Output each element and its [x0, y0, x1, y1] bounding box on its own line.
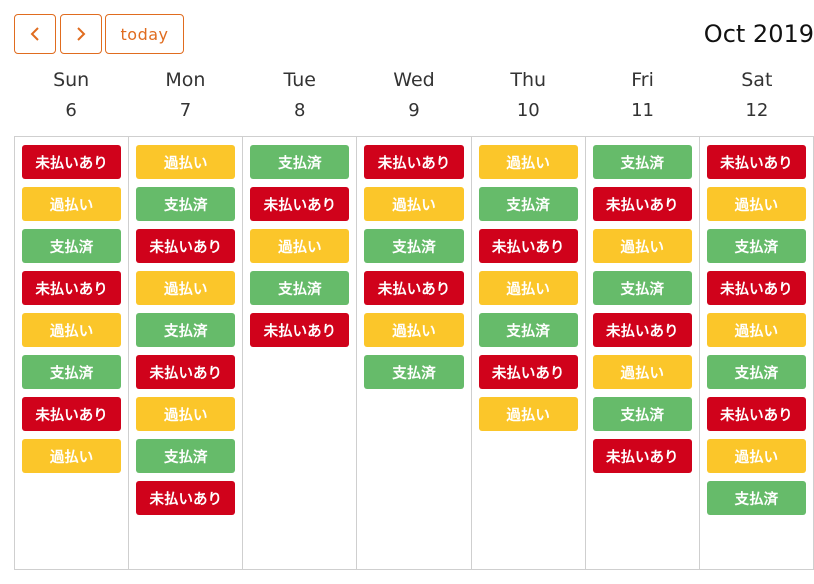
event-paid[interactable]: 支払済	[706, 229, 806, 263]
event-overdue[interactable]: 過払い	[250, 229, 350, 263]
day-name: Thu	[510, 69, 547, 91]
event-paid[interactable]: 支払済	[136, 439, 236, 473]
event-unpaid[interactable]: 未払いあり	[364, 271, 464, 305]
event-unpaid[interactable]: 未払いあり	[706, 397, 806, 431]
chevron-left-icon	[30, 27, 39, 41]
day-column-wed[interactable]: 未払いあり 過払い 支払済 未払いあり 過払い 支払済	[357, 137, 472, 569]
event-overdue[interactable]: 過払い	[22, 313, 122, 347]
event-overdue[interactable]: 過払い	[22, 187, 122, 221]
event-paid[interactable]: 支払済	[364, 229, 464, 263]
event-unpaid[interactable]: 未払いあり	[592, 439, 692, 473]
day-name: Sun	[53, 69, 90, 91]
day-header-mon: Mon 7	[128, 66, 242, 130]
chevron-right-icon	[77, 27, 86, 41]
event-paid[interactable]: 支払済	[478, 313, 578, 347]
prev-week-button[interactable]	[14, 14, 56, 54]
event-unpaid[interactable]: 未払いあり	[364, 145, 464, 179]
day-name: Mon	[165, 69, 206, 91]
day-number[interactable]: 9	[408, 100, 420, 121]
calendar-title: Oct 2019	[703, 20, 814, 48]
event-overdue[interactable]: 過払い	[706, 439, 806, 473]
today-button[interactable]: today	[105, 14, 184, 54]
week-grid: 未払いあり 過払い 支払済 未払いあり 過払い 支払済 未払いあり 過払い 過払い 支払済 未払いあ…	[14, 136, 814, 570]
event-unpaid[interactable]: 未払いあり	[706, 145, 806, 179]
day-header-sat: Sat 12	[700, 66, 814, 130]
event-overdue[interactable]: 過払い	[706, 313, 806, 347]
event-paid[interactable]: 支払済	[136, 187, 236, 221]
event-unpaid[interactable]: 未払いあり	[136, 229, 236, 263]
day-column-tue[interactable]: 支払済 未払いあり 過払い 支払済 未払いあり	[243, 137, 358, 569]
event-paid[interactable]: 支払済	[592, 271, 692, 305]
event-paid[interactable]: 支払済	[250, 271, 350, 305]
day-number[interactable]: 7	[179, 100, 192, 121]
event-unpaid[interactable]: 未払いあり	[22, 397, 122, 431]
event-paid[interactable]: 支払済	[364, 355, 464, 389]
day-header-wed: Wed 9	[357, 66, 471, 130]
event-overdue[interactable]: 過払い	[136, 145, 236, 179]
day-number[interactable]: 8	[293, 100, 306, 121]
event-overdue[interactable]: 過払い	[478, 271, 578, 305]
event-unpaid[interactable]: 未払いあり	[478, 229, 578, 263]
day-header-sun: Sun 6	[14, 66, 128, 130]
event-overdue[interactable]: 過払い	[592, 355, 692, 389]
event-overdue[interactable]: 過払い	[136, 397, 236, 431]
day-name: Tue	[283, 69, 316, 91]
day-column-fri[interactable]: 支払済 未払いあり 過払い 支払済 未払いあり 過払い 支払済 未払いあり	[586, 137, 700, 569]
event-paid[interactable]: 支払済	[136, 313, 236, 347]
event-overdue[interactable]: 過払い	[136, 271, 236, 305]
day-column-mon[interactable]: 過払い 支払済 未払いあり 過払い 支払済 未払いあり 過払い 支払済 未払いあり	[129, 137, 244, 569]
event-overdue[interactable]: 過払い	[478, 145, 578, 179]
event-paid[interactable]: 支払済	[706, 481, 806, 515]
day-number[interactable]: 11	[631, 100, 654, 121]
event-unpaid[interactable]: 未払いあり	[592, 187, 692, 221]
event-unpaid[interactable]: 未払いあり	[478, 355, 578, 389]
event-overdue[interactable]: 過払い	[706, 187, 806, 221]
event-unpaid[interactable]: 未払いあり	[250, 313, 350, 347]
day-name: Sat	[741, 69, 773, 91]
day-name: Wed	[393, 69, 435, 91]
event-overdue[interactable]: 過払い	[592, 229, 692, 263]
event-overdue[interactable]: 過払い	[22, 439, 122, 473]
day-column-sun[interactable]: 未払いあり 過払い 支払済 未払いあり 過払い 支払済 未払いあり 過払い	[15, 137, 130, 569]
event-paid[interactable]: 支払済	[22, 355, 122, 389]
calendar-toolbar: today Oct 2019	[14, 14, 814, 56]
event-paid[interactable]: 支払済	[250, 145, 350, 179]
event-overdue[interactable]: 過払い	[478, 397, 578, 431]
day-number[interactable]: 10	[516, 100, 540, 121]
event-overdue[interactable]: 過払い	[364, 313, 464, 347]
day-header-row: Sun 6 Mon 7 Tue 8 Wed 9 Thu 10 Fri 11 Sat 12	[14, 66, 814, 130]
event-paid[interactable]: 支払済	[478, 187, 578, 221]
day-number[interactable]: 6	[65, 100, 77, 121]
event-unpaid[interactable]: 未払いあり	[136, 481, 236, 515]
day-column-thu[interactable]: 過払い 支払済 未払いあり 過払い 支払済 未払いあり 過払い	[472, 137, 586, 569]
day-number[interactable]: 12	[745, 100, 769, 121]
event-paid[interactable]: 支払済	[22, 229, 122, 263]
event-paid[interactable]: 支払済	[592, 397, 692, 431]
event-overdue[interactable]: 過払い	[364, 187, 464, 221]
event-unpaid[interactable]: 未払いあり	[22, 271, 122, 305]
event-unpaid[interactable]: 未払いあり	[136, 355, 236, 389]
event-unpaid[interactable]: 未払いあり	[592, 313, 692, 347]
event-unpaid[interactable]: 未払いあり	[706, 271, 806, 305]
next-week-button[interactable]	[60, 14, 102, 54]
event-paid[interactable]: 支払済	[592, 145, 692, 179]
event-unpaid[interactable]: 未払いあり	[22, 145, 122, 179]
event-unpaid[interactable]: 未払いあり	[250, 187, 350, 221]
day-column-sat[interactable]: 未払いあり 過払い 支払済 未払いあり 過払い 支払済 未払いあり 過払い 支払済	[700, 137, 813, 569]
day-header-tue: Tue 8	[243, 66, 357, 130]
day-name: Fri	[631, 69, 654, 91]
day-header-fri: Fri 11	[585, 66, 699, 130]
day-header-thu: Thu 10	[471, 66, 585, 130]
event-paid[interactable]: 支払済	[706, 355, 806, 389]
